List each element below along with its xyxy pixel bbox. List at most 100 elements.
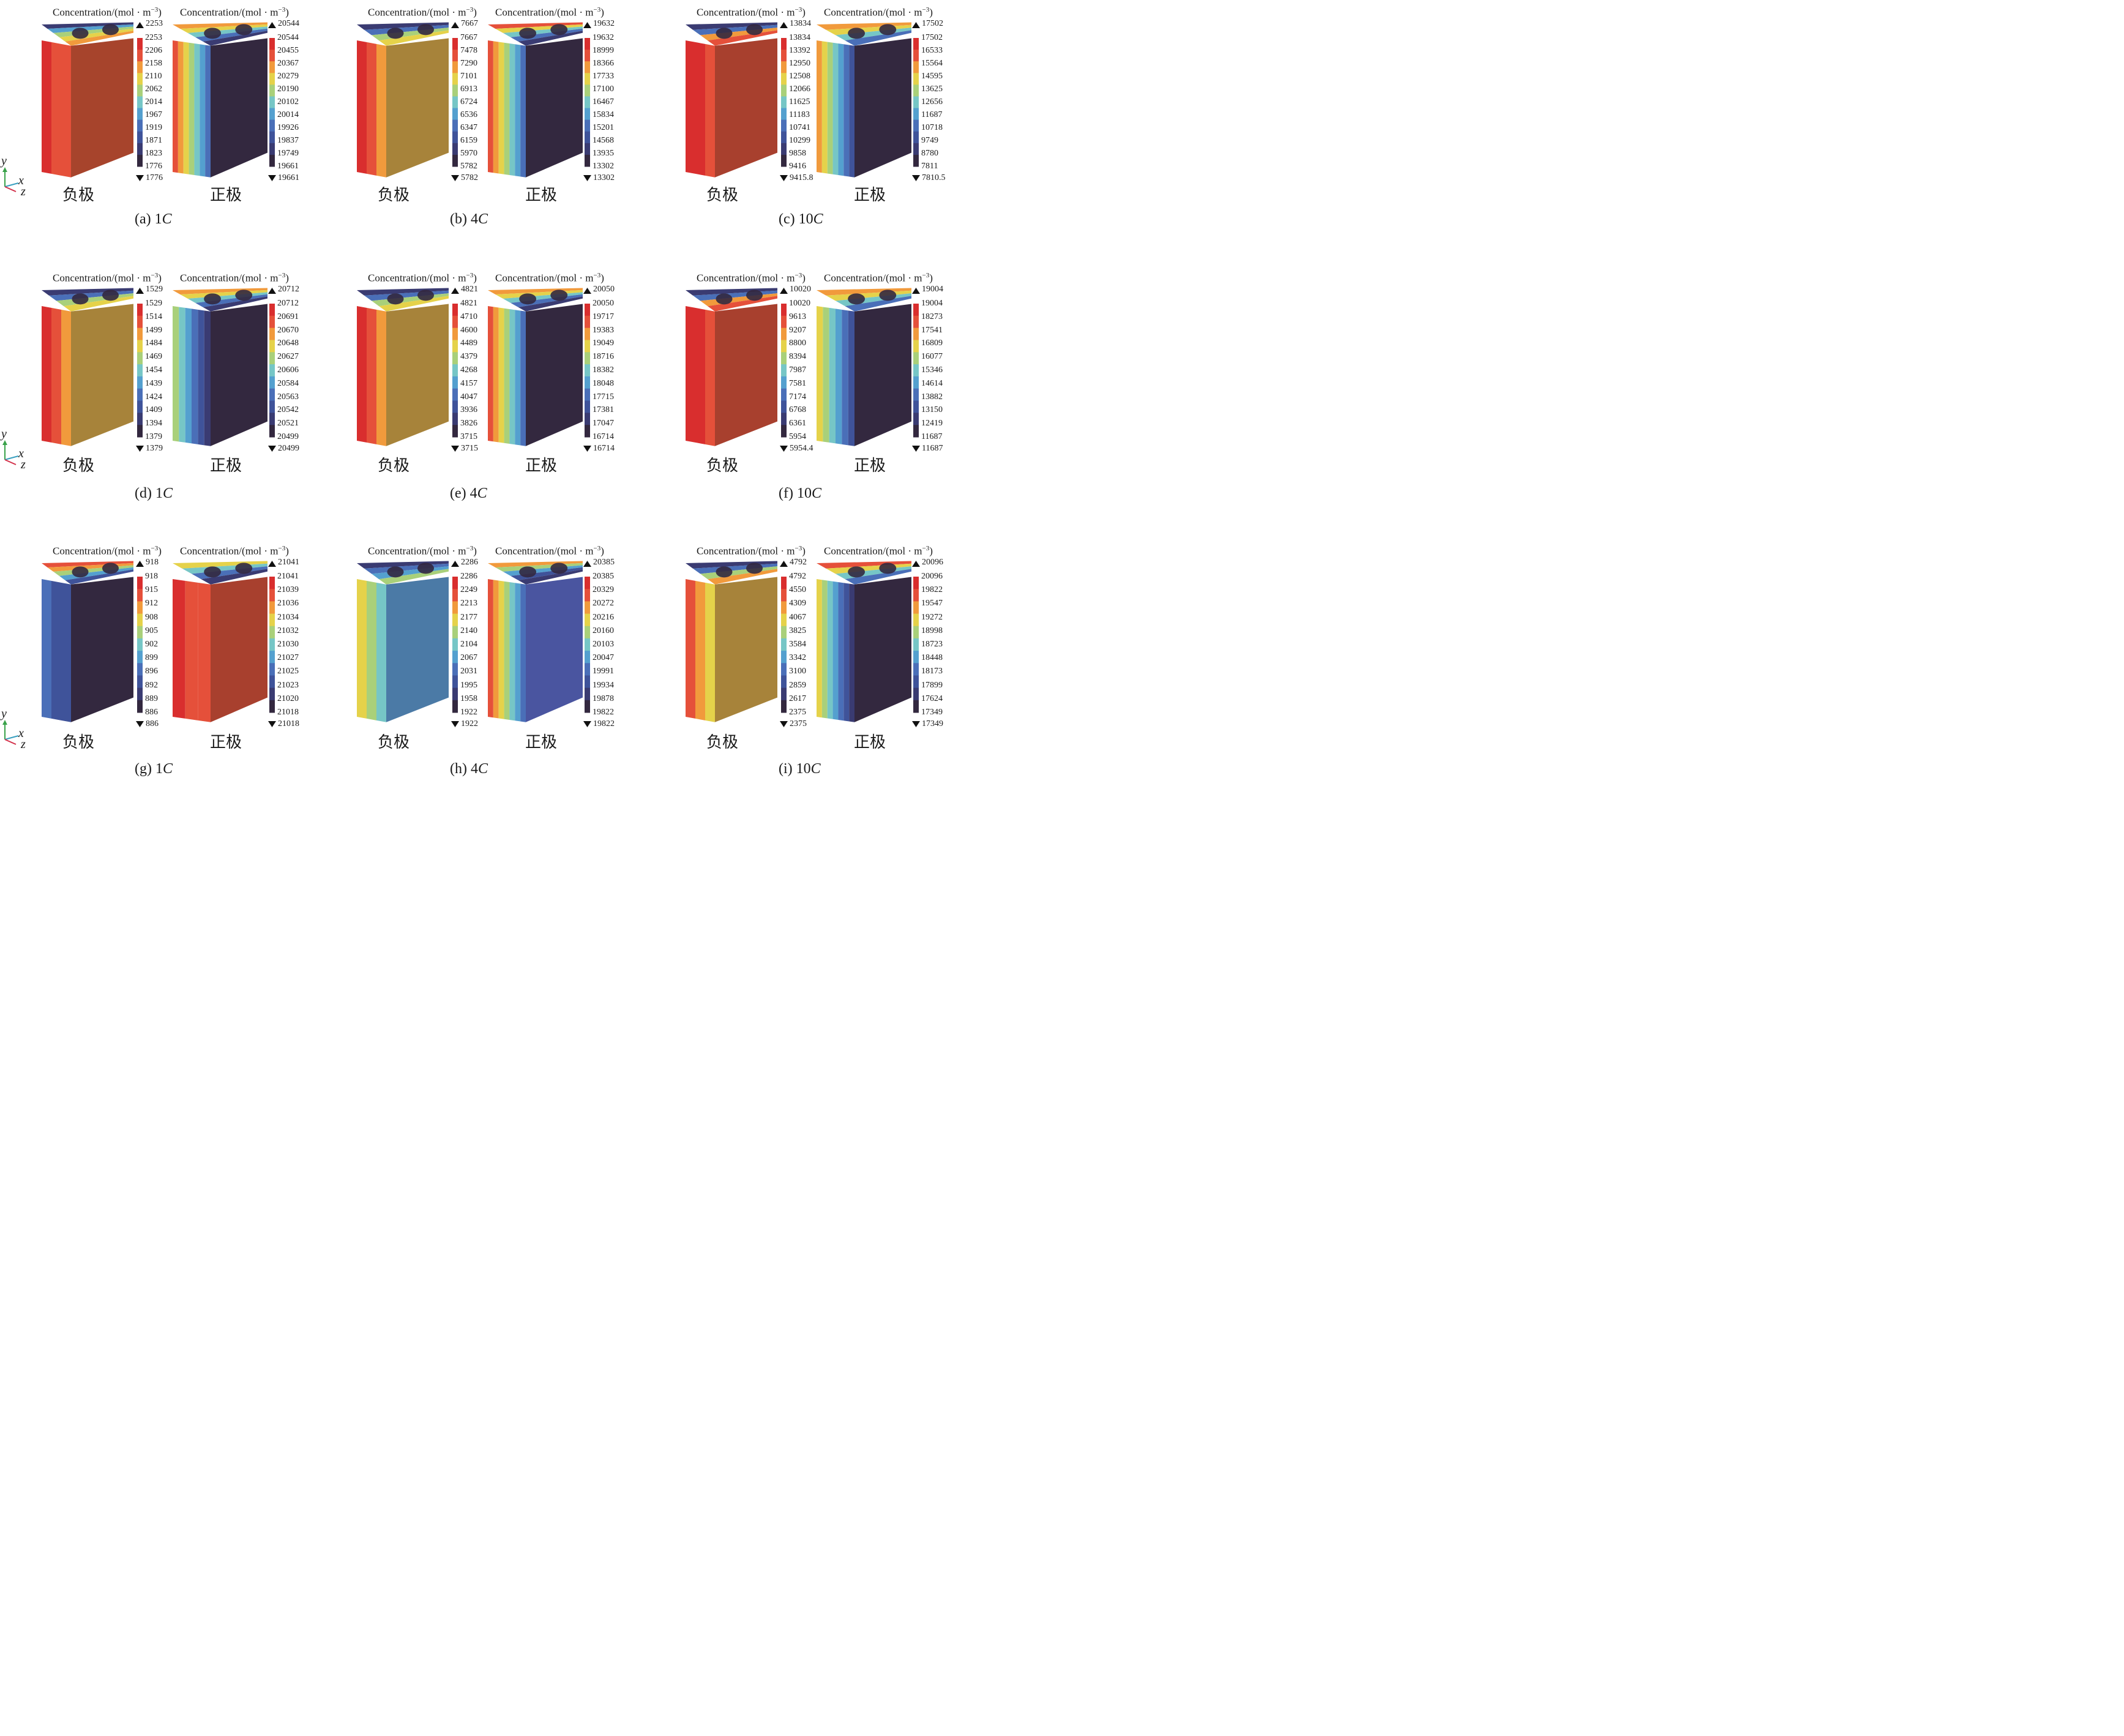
front-face [71, 577, 133, 722]
positive-electrode-label: 正极 [854, 457, 886, 475]
tab-region [879, 24, 897, 36]
colorbar-segment [269, 352, 275, 365]
left-face-band [498, 307, 504, 443]
min-triangle-icon [583, 175, 591, 181]
top-face-strip [173, 288, 267, 294]
tab-region [848, 293, 866, 305]
left-face-band [515, 583, 521, 722]
left-face-band [520, 45, 526, 178]
positive-tick-label: 20329 [593, 585, 614, 595]
positive-tick-label: 19717 [593, 312, 614, 321]
positive-tick-label: 19934 [593, 680, 614, 690]
negative-tick-label: 1469 [145, 352, 162, 362]
negative-tick-label: 3584 [789, 640, 806, 649]
colorbar-segment [913, 425, 919, 438]
title-text: Concentration/(mol · m [824, 545, 922, 557]
left-face-band [695, 580, 705, 720]
left-face-band [849, 45, 854, 178]
negative-tick-label: 3342 [789, 653, 806, 663]
negative-colorbar-title: Concentration/(mol · m−3) [697, 542, 806, 558]
negative-electrode-label: 负极 [706, 457, 739, 475]
colorbar-segment [585, 651, 590, 664]
max-triangle-icon [912, 22, 920, 28]
negative-max-value: 13834 [790, 19, 811, 28]
negative-tick-label: 7290 [460, 59, 477, 68]
colorbar-segment [913, 626, 919, 639]
positive-tick-label: 18998 [921, 626, 943, 635]
colorbar-segment [137, 50, 143, 62]
title-close: ) [929, 6, 933, 18]
tab-region [235, 24, 253, 36]
negative-tick-label: 892 [145, 680, 158, 690]
left-face-band [198, 309, 204, 446]
negative-tick-label: 4821 [460, 299, 477, 308]
positive-tick-label: 20014 [277, 110, 299, 119]
positive-tick-label: 17624 [921, 694, 943, 703]
negative-electrode-block [357, 561, 449, 722]
left-face-band [838, 582, 844, 721]
left-face-band [51, 42, 61, 176]
top-face-strip [203, 31, 267, 46]
positive-colorbar-title: Concentration/(mol · m−3) [824, 269, 933, 285]
tab-region [519, 566, 537, 578]
colorbar-segment [452, 327, 458, 340]
negative-tick-label: 1394 [145, 419, 162, 428]
colorbar-segment [585, 638, 590, 651]
max-triangle-icon [451, 561, 459, 567]
colorbar-segment [269, 675, 275, 689]
colorbar-segment [913, 38, 919, 50]
colorbar-segment [269, 425, 275, 438]
negative-electrode-label: 负极 [706, 733, 739, 752]
colorbar-segment [452, 84, 458, 97]
left-face-band [357, 306, 367, 443]
positive-tick-label: 20542 [277, 405, 299, 415]
positive-tick-label: 19383 [593, 325, 614, 335]
positive-colorbar-title: Concentration/(mol · m−3) [495, 4, 604, 19]
colorbar-segment [585, 400, 590, 413]
left-face-band [178, 41, 184, 174]
left-face-band [695, 42, 705, 176]
left-face-band [504, 42, 510, 176]
colorbar-segment [137, 108, 143, 121]
positive-tick-label: 19049 [593, 339, 614, 348]
colorbar-segment [137, 154, 143, 167]
tab-region [204, 28, 222, 39]
positive-tick-label: 21025 [277, 667, 299, 676]
positive-tick-label: 16533 [921, 46, 943, 55]
left-face-band [205, 45, 211, 178]
front-face [386, 577, 449, 722]
front-face [526, 304, 583, 446]
left-face-band [705, 43, 715, 178]
colorbar-segment [913, 131, 919, 144]
left-face-band [179, 307, 185, 443]
colorbar-segment [781, 304, 787, 316]
negative-tick-label: 2067 [460, 653, 477, 663]
positive-tick-label: 21027 [277, 653, 299, 663]
colorbar-segment [913, 340, 919, 353]
positive-tick-label: 19632 [593, 33, 614, 42]
negative-tick-label: 1967 [145, 110, 162, 119]
colorbar-segment [269, 589, 275, 602]
positive-tick-label: 18273 [921, 312, 943, 321]
positive-tick-label: 17541 [921, 325, 943, 335]
positive-electrode-label: 正极 [525, 457, 558, 475]
negative-electrode-block [686, 561, 777, 722]
negative-tick-label: 1454 [145, 365, 162, 375]
positive-colorbar [268, 288, 276, 452]
colorbar-segment [913, 388, 919, 402]
colorbar-segment [452, 108, 458, 121]
positive-tick-label: 18173 [921, 667, 943, 676]
positive-tick-label: 12419 [921, 419, 943, 428]
positive-tick-label: 14595 [921, 72, 943, 81]
negative-tick-label: 2062 [145, 84, 162, 94]
title-exponent: −3 [151, 545, 159, 552]
title-close: ) [929, 272, 933, 284]
front-face [715, 38, 777, 178]
tab-region [72, 28, 89, 39]
tab-region [550, 24, 568, 36]
left-face-band [827, 580, 833, 719]
positive-tick-label: 20050 [593, 299, 614, 308]
front-face [211, 38, 267, 178]
negative-tick-label: 1776 [145, 162, 162, 171]
top-face-strip [203, 296, 267, 312]
